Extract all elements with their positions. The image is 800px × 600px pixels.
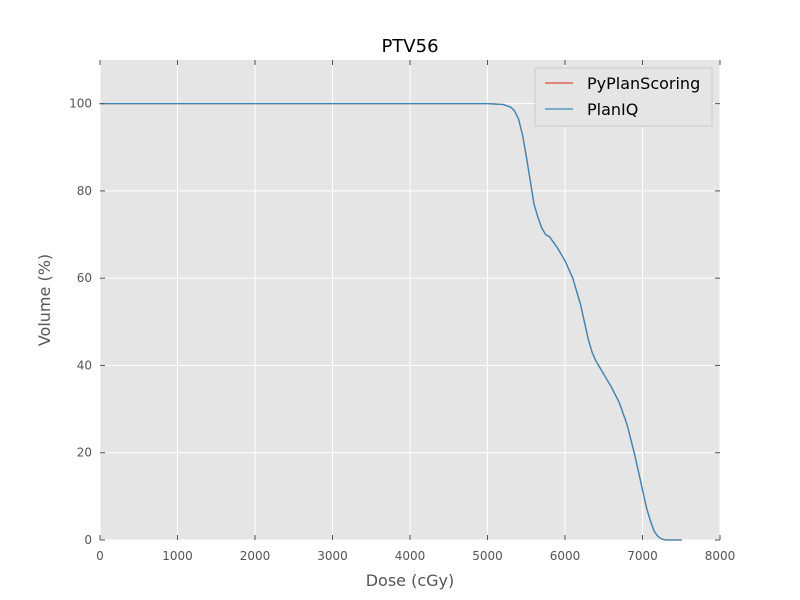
x-tick-label: 0	[96, 549, 104, 563]
x-tick-label: 8000	[705, 549, 736, 563]
x-tick-label: 6000	[550, 549, 581, 563]
x-tick-label: 1000	[162, 549, 193, 563]
legend-label: PyPlanScoring	[587, 74, 700, 93]
y-tick-label: 20	[77, 446, 92, 460]
y-tick-label: 80	[77, 184, 92, 198]
x-tick-label: 5000	[472, 549, 503, 563]
x-tick-label: 4000	[395, 549, 426, 563]
x-tick-label: 3000	[317, 549, 348, 563]
y-tick-label: 40	[77, 358, 92, 372]
chart-title: PTV56	[381, 36, 438, 57]
tick-marks	[99, 60, 721, 541]
x-tick-label: 2000	[240, 549, 271, 563]
legend: PyPlanScoring PlanIQ	[534, 67, 713, 127]
y-tick-label: 60	[77, 271, 92, 285]
series-lines	[99, 102, 682, 541]
y-axis-label: Volume (%)	[35, 254, 54, 346]
x-axis-label: Dose (cGy)	[366, 571, 455, 590]
legend-box	[534, 67, 713, 127]
y-tick-label: 0	[84, 533, 92, 547]
tick-labels: 0 1000 2000 3000 4000 5000 6000 7000 8000 0 20 40 60…	[69, 97, 735, 563]
x-tick-label: 7000	[627, 549, 658, 563]
legend-label: PlanIQ	[587, 100, 638, 119]
y-tick-label: 100	[69, 97, 92, 111]
series-line-planiq	[99, 102, 682, 541]
